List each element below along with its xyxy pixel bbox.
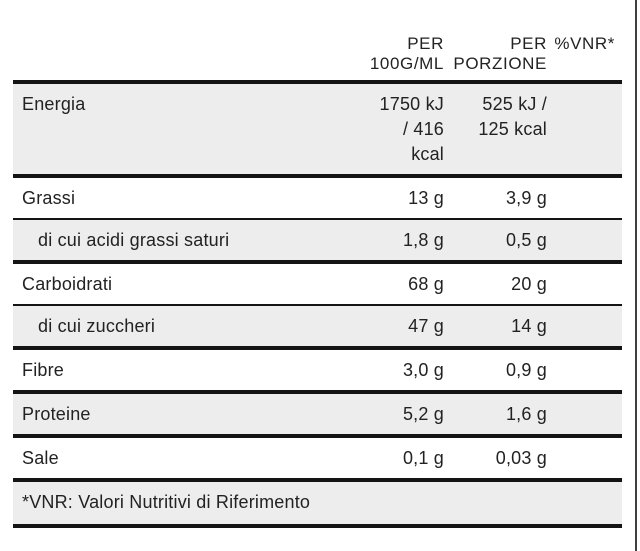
value-per-100g: 5,2 g bbox=[402, 404, 444, 424]
value-per-porzione: 525 kJ / 125 kcal bbox=[478, 94, 547, 139]
table-row-energia: Energia 1750 kJ / 416 kcal 525 kJ / 125 … bbox=[13, 80, 622, 174]
value-vnr bbox=[547, 220, 622, 260]
value-per-porzione: 0,03 g bbox=[495, 448, 547, 468]
value-per-100g: 68 g bbox=[408, 274, 444, 294]
row-label: Energia bbox=[22, 94, 86, 114]
row-label: di cui acidi grassi saturi bbox=[38, 230, 230, 250]
value-vnr bbox=[547, 178, 622, 218]
table-row-grassi: Grassi 13 g 3,9 g bbox=[13, 174, 622, 218]
value-per-porzione: 1,6 g bbox=[505, 404, 547, 424]
value-per-porzione: 0,5 g bbox=[505, 230, 547, 250]
header-vnr: %VNR* bbox=[554, 34, 615, 53]
nutrition-table: PER 100G/ML PER PORZIONE %VNR* Energia 1… bbox=[13, 0, 622, 528]
value-per-porzione: 0,9 g bbox=[505, 360, 547, 380]
value-per-100g: 1,8 g bbox=[402, 230, 444, 250]
table-row-carboidrati: Carboidrati 68 g 20 g bbox=[13, 260, 622, 304]
value-per-100g: 0,1 g bbox=[402, 448, 444, 468]
table-row-grassi-saturi: di cui acidi grassi saturi 1,8 g 0,5 g bbox=[13, 218, 622, 260]
header-per-100g: PER 100G/ML bbox=[369, 34, 444, 73]
value-vnr bbox=[547, 350, 622, 390]
row-label: Proteine bbox=[22, 404, 91, 424]
footnote-row: *VNR: Valori Nutritivi di Riferimento bbox=[13, 478, 622, 528]
value-per-100g: 47 g bbox=[408, 316, 444, 336]
value-per-porzione: 20 g bbox=[511, 274, 547, 294]
header-per-porzione: PER PORZIONE bbox=[453, 34, 547, 73]
row-label: Carboidrati bbox=[22, 274, 113, 294]
value-per-100g: 13 g bbox=[408, 188, 444, 208]
value-vnr bbox=[547, 264, 622, 304]
table-header: PER 100G/ML PER PORZIONE %VNR* bbox=[13, 0, 622, 80]
table-row-sale: Sale 0,1 g 0,03 g bbox=[13, 434, 622, 478]
row-label: di cui zuccheri bbox=[38, 316, 156, 336]
header-spacer bbox=[13, 0, 344, 80]
row-label: Grassi bbox=[22, 188, 76, 208]
value-per-porzione: 3,9 g bbox=[505, 188, 547, 208]
row-label: Sale bbox=[22, 448, 59, 468]
table-row-proteine: Proteine 5,2 g 1,6 g bbox=[13, 390, 622, 434]
value-per-100g: 1750 kJ / 416 kcal bbox=[379, 94, 444, 164]
value-per-100g: 3,0 g bbox=[402, 360, 444, 380]
vnr-footnote: *VNR: Valori Nutritivi di Riferimento bbox=[22, 492, 311, 512]
value-vnr bbox=[547, 84, 622, 174]
page-right-border bbox=[635, 0, 637, 551]
value-vnr bbox=[547, 394, 622, 434]
table-row-zuccheri: di cui zuccheri 47 g 14 g bbox=[13, 304, 622, 346]
table-row-fibre: Fibre 3,0 g 0,9 g bbox=[13, 346, 622, 390]
value-per-porzione: 14 g bbox=[511, 316, 547, 336]
row-label: Fibre bbox=[22, 360, 65, 380]
value-vnr bbox=[547, 438, 622, 478]
value-vnr bbox=[547, 306, 622, 346]
